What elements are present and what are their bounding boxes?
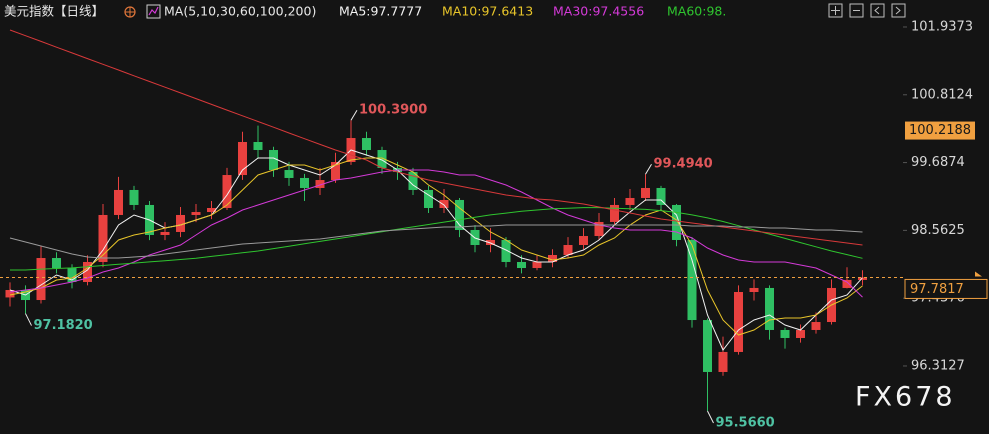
candle-body bbox=[424, 189, 433, 208]
candle-body bbox=[734, 292, 743, 352]
watermark: FX678 bbox=[855, 382, 956, 413]
annotation-pointer bbox=[350, 109, 358, 121]
legend-entry: MA30:97.4556 bbox=[553, 4, 644, 19]
tool-button[interactable] bbox=[870, 3, 885, 18]
header: 美元指数【日线】 MA(5,10,30,60,100,200) MA5:97.7… bbox=[4, 3, 906, 19]
candle-body bbox=[501, 239, 511, 262]
candle-body bbox=[191, 212, 201, 215]
candle-body bbox=[160, 231, 170, 235]
candle-body bbox=[222, 175, 232, 208]
plot-area bbox=[5, 29, 867, 411]
ma-line bbox=[9, 29, 863, 246]
candle-body bbox=[796, 329, 805, 338]
candle-body bbox=[269, 150, 278, 171]
y-tick-label: 101.9373 bbox=[911, 19, 973, 34]
candle-body bbox=[362, 138, 371, 151]
candle-body bbox=[284, 170, 294, 178]
annotation-label: 95.5660 bbox=[716, 415, 775, 430]
annotation-label: 97.1820 bbox=[34, 318, 93, 333]
candle-body bbox=[765, 287, 774, 330]
overlay: 101.9373100.812499.687498.562597.437696.… bbox=[0, 19, 988, 430]
candle-body bbox=[52, 258, 61, 269]
candle-body bbox=[5, 290, 15, 298]
legend-entry: MA5:97.7777 bbox=[339, 4, 422, 19]
candle-body bbox=[176, 214, 185, 232]
tool-button[interactable] bbox=[828, 3, 843, 18]
legend: MA5:97.7777 MA10:97.6413 MA30:97.4556 MA60:… bbox=[339, 4, 726, 19]
candle-body bbox=[331, 162, 340, 181]
legend-entry: MA60:98. bbox=[667, 4, 726, 19]
candle-body bbox=[300, 177, 309, 188]
candle-body bbox=[641, 187, 650, 198]
candle-body bbox=[207, 207, 216, 213]
candle-body bbox=[114, 189, 123, 215]
annotation-pointer bbox=[707, 410, 714, 424]
marker-box bbox=[905, 121, 975, 140]
annotation-label: 100.3900 bbox=[359, 103, 427, 118]
marker-label: 100.2188 bbox=[909, 123, 971, 138]
candle-body bbox=[83, 261, 92, 283]
last-price-arrow bbox=[975, 271, 982, 277]
candle-body bbox=[563, 244, 573, 255]
candle-body bbox=[315, 180, 325, 188]
candle-body bbox=[36, 258, 46, 301]
indicator-icon[interactable] bbox=[146, 4, 161, 19]
candle-body bbox=[253, 141, 263, 151]
candle-body bbox=[656, 187, 666, 205]
annotation-pointer bbox=[25, 313, 32, 326]
tool-button[interactable] bbox=[891, 3, 906, 18]
candle-body bbox=[811, 322, 821, 330]
candle-body bbox=[780, 329, 790, 338]
ma-line bbox=[9, 157, 863, 336]
ma-line bbox=[10, 207, 863, 271]
annotation-label: 99.4940 bbox=[654, 157, 713, 172]
candle-body bbox=[377, 150, 387, 168]
candle-body bbox=[129, 189, 139, 205]
y-tick-label: 100.8124 bbox=[911, 87, 973, 102]
candle-body bbox=[238, 141, 247, 176]
ma-line bbox=[9, 149, 863, 351]
chart-title: 美元指数【日线】 bbox=[4, 4, 104, 19]
ma-line bbox=[9, 169, 863, 298]
candle-body bbox=[517, 261, 526, 269]
last-price-label: 97.7817 bbox=[910, 282, 964, 297]
ma-line bbox=[9, 224, 863, 259]
candle-body bbox=[858, 277, 867, 280]
y-tick-label: 96.3127 bbox=[911, 358, 965, 373]
candle-body bbox=[625, 197, 635, 205]
candle-body bbox=[703, 320, 712, 372]
candle-body bbox=[687, 239, 697, 321]
candle-body bbox=[672, 204, 681, 240]
tool-button[interactable] bbox=[849, 3, 864, 18]
add-icon[interactable] bbox=[124, 6, 136, 18]
candle-body bbox=[610, 204, 619, 222]
candle-body bbox=[532, 261, 542, 269]
candle-body bbox=[579, 236, 588, 245]
candle-body bbox=[67, 268, 77, 283]
toolbar bbox=[828, 3, 906, 18]
y-tick-label: 99.6874 bbox=[911, 155, 965, 170]
candle-body bbox=[749, 287, 759, 293]
candle-body bbox=[548, 254, 557, 262]
candle-body bbox=[439, 199, 449, 208]
candle-body bbox=[842, 279, 852, 288]
y-tick-label: 98.5625 bbox=[911, 223, 965, 238]
annotation-pointer bbox=[645, 163, 652, 175]
candle-body bbox=[455, 199, 464, 230]
candle-body bbox=[98, 214, 108, 262]
candle-body bbox=[718, 351, 728, 372]
candle-body bbox=[594, 221, 604, 237]
last-price-box bbox=[904, 278, 988, 299]
legend-entry: MA10:97.6413 bbox=[442, 4, 533, 19]
indicator-params: MA(5,10,30,60,100,200) bbox=[164, 4, 316, 19]
candle-body bbox=[408, 172, 418, 190]
